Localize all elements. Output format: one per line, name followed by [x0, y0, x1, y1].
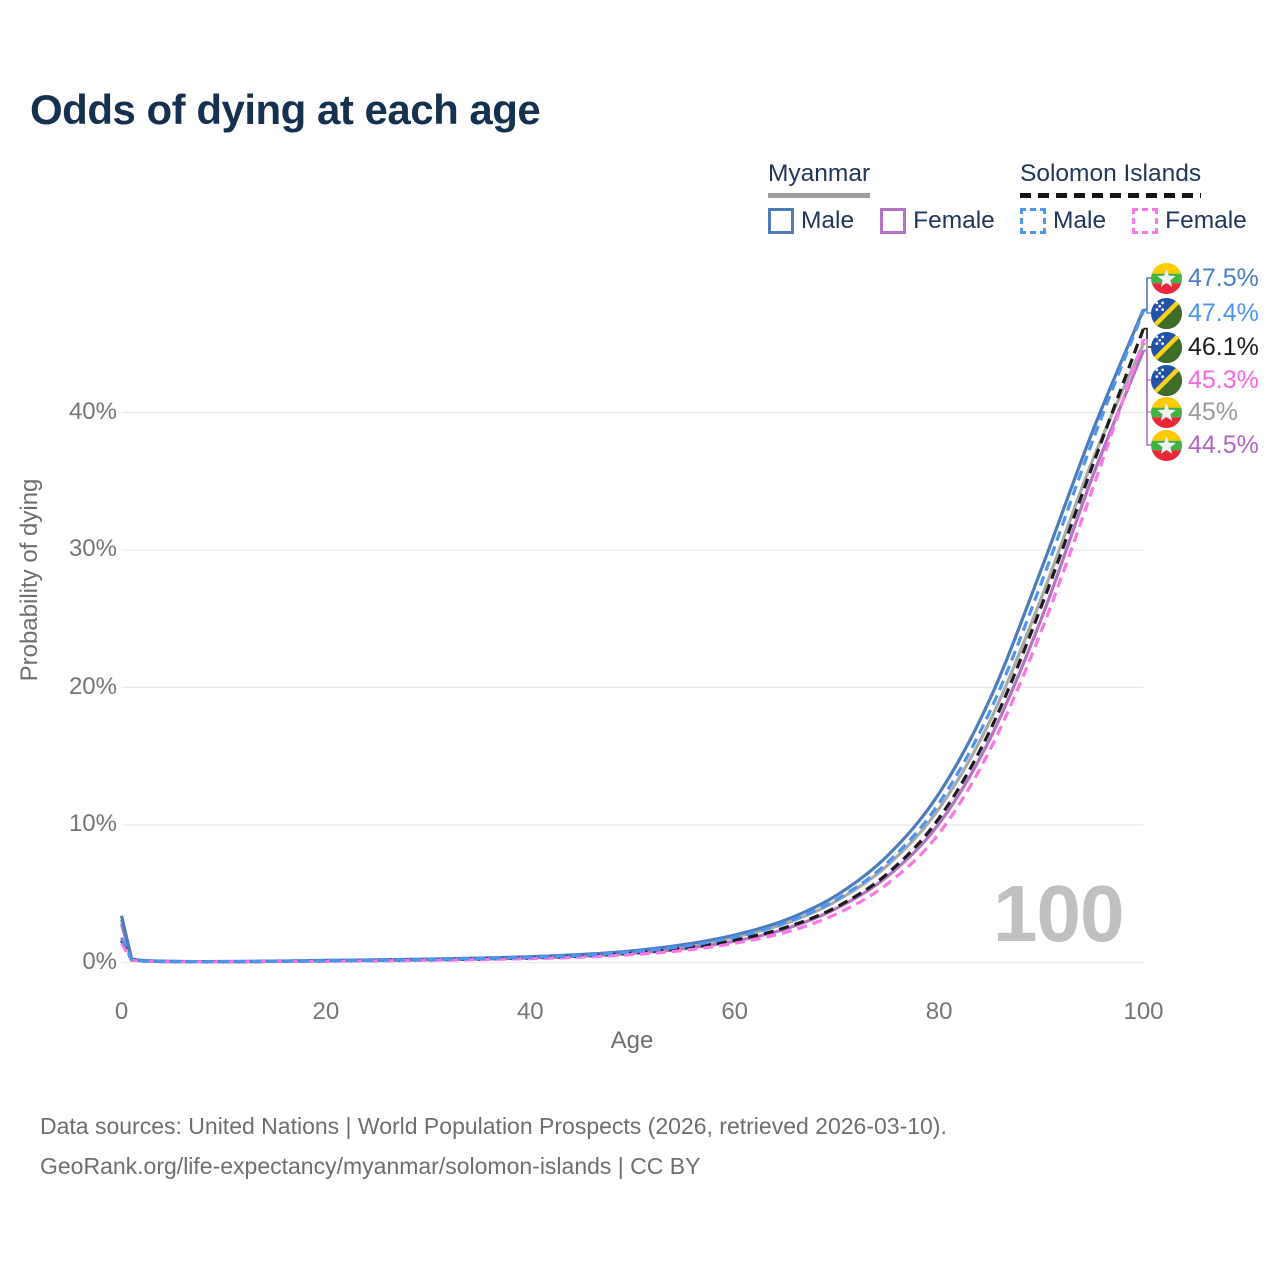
legend-item-solomon-female: Female [1132, 207, 1247, 235]
legend-country-label: Solomon Islands [1020, 160, 1202, 187]
legend-item-label: Female [1165, 207, 1247, 234]
endpoint-row: 44.5% [1151, 429, 1259, 461]
leader-line [1143, 310, 1152, 314]
y-axis-title: Probability of dying [16, 478, 43, 682]
hovered-age-indicator: 100 [993, 869, 1124, 958]
myanmar-male-swatch-icon [768, 208, 794, 234]
endpoint-row: 47.5% [1151, 262, 1259, 294]
legend-item-solomon-male: Male [1020, 207, 1106, 235]
y-tick-label: 30% [68, 535, 117, 562]
legend-group-solomon-islands: Solomon Islands Male Female [1020, 160, 1247, 235]
legend-country-solomon-islands: Solomon Islands [1020, 160, 1202, 198]
solomon-flag-icon [1151, 298, 1182, 329]
x-axis-title: Age [610, 1027, 654, 1054]
solomon-flag-icon [1151, 365, 1182, 396]
x-tick-label: 40 [516, 998, 544, 1025]
y-tick-label: 40% [68, 397, 117, 425]
endpoint-row: 46.1% [1151, 331, 1259, 363]
myanmar-flag-icon [1151, 430, 1182, 461]
series-line-solomon-female[interactable] [120, 339, 1146, 964]
y-tick-label: 20% [68, 672, 117, 700]
endpoint-value-label: 47.5% [1188, 263, 1259, 292]
endpoint-value-label: 46.1% [1188, 332, 1259, 361]
series-line-solomon-both[interactable] [120, 328, 1145, 964]
legend-item-myanmar-male: Male [768, 207, 854, 235]
x-tick-label: 0 [114, 998, 129, 1025]
endpoint-row: 45.3% [1151, 364, 1259, 396]
leader-line [1143, 277, 1152, 311]
endpoint-value-label: 47.4% [1188, 298, 1259, 327]
attribution-footer: Data sources: United Nations | World Pop… [40, 1106, 947, 1186]
myanmar-female-swatch-icon [880, 208, 907, 234]
data-sources-line: Data sources: United Nations | World Pop… [40, 1113, 947, 1139]
legend-item-label: Male [1053, 207, 1107, 234]
solomon-islands-line-swatch [1020, 193, 1202, 198]
x-tick-label: 60 [721, 998, 749, 1025]
y-tick-label: 10% [68, 810, 117, 837]
endpoint-value-label: 45% [1188, 397, 1239, 426]
legend-item-label: Male [801, 207, 855, 234]
endpoint-value-label: 45.3% [1188, 365, 1259, 394]
page-title: Odds of dying at each age [30, 86, 541, 133]
legend-item-label: Female [913, 207, 995, 234]
endpoint-row: 47.4% [1151, 297, 1259, 329]
leader-line [1143, 349, 1152, 446]
y-tick-label: 0% [82, 947, 117, 975]
x-tick-label: 100 [1123, 998, 1164, 1025]
series-line-myanmar-female[interactable] [119, 350, 1145, 964]
myanmar-flag-icon [1151, 263, 1182, 294]
legend-group-myanmar: Myanmar Male Female [768, 160, 995, 235]
myanmar-line-swatch [768, 193, 871, 198]
endpoint-value-label: 44.5% [1188, 430, 1259, 459]
x-tick-label: 20 [312, 998, 340, 1025]
leader-line [1143, 327, 1152, 348]
solomon-female-swatch-icon [1132, 208, 1159, 234]
series-line-solomon-male[interactable] [120, 310, 1145, 964]
x-tick-label: 80 [925, 998, 953, 1025]
solomon-male-swatch-icon [1020, 208, 1046, 234]
legend-country-myanmar: Myanmar [768, 160, 871, 198]
series-line-myanmar-both[interactable] [119, 343, 1145, 964]
license-line: GeoRank.org/life-expectancy/myanmar/solo… [40, 1153, 701, 1179]
solomon-flag-icon [1151, 332, 1182, 363]
legend-country-label: Myanmar [768, 160, 871, 187]
endpoint-row: 45% [1151, 396, 1238, 428]
series-line-myanmar-male[interactable] [119, 308, 1145, 964]
myanmar-flag-icon [1151, 397, 1182, 428]
legend-item-myanmar-female: Female [880, 207, 995, 235]
